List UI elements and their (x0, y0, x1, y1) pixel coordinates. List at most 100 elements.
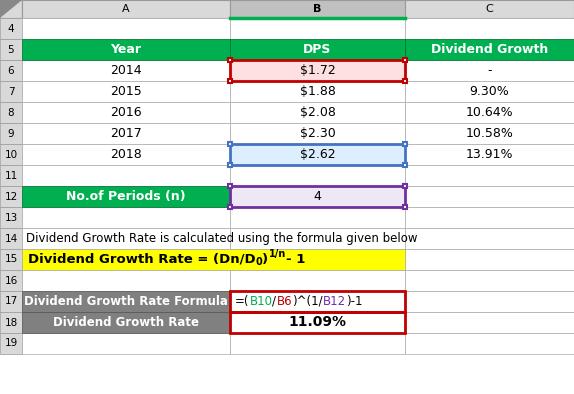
Bar (405, 18, 574, 39)
Text: 10.64%: 10.64% (466, 106, 513, 119)
Bar (228, 58, 232, 62)
Bar (230, 165, 405, 186)
Bar (22, 18, 230, 39)
Bar (230, 60, 405, 81)
Bar (22, 123, 230, 144)
Bar (403, 142, 407, 146)
Bar (403, 58, 407, 62)
Text: B12: B12 (323, 295, 346, 308)
Bar (22, 249, 230, 270)
Text: 9.30%: 9.30% (470, 85, 509, 98)
Text: 9: 9 (7, 128, 14, 139)
Bar (0, 0, 22, 18)
Bar (403, 205, 407, 209)
Bar (22, 165, 230, 186)
Text: 2016: 2016 (110, 106, 142, 119)
Bar (230, 60, 405, 81)
Bar (230, 39, 405, 60)
Bar (0, 18, 22, 39)
Bar (228, 163, 232, 167)
Bar (405, 312, 574, 333)
Bar (0, 249, 22, 270)
Bar (230, 249, 405, 270)
Text: 12: 12 (5, 191, 18, 201)
Bar (22, 207, 230, 228)
Bar (405, 186, 574, 207)
Text: 15: 15 (5, 255, 18, 264)
Bar (22, 186, 230, 207)
Bar (230, 123, 405, 144)
Text: Dividend Growth Rate is calculated using the formula given below: Dividend Growth Rate is calculated using… (26, 232, 417, 245)
Bar (228, 79, 232, 83)
Text: )^(1/: )^(1/ (292, 295, 323, 308)
Text: Dividend Growth Rate = (Dn/D: Dividend Growth Rate = (Dn/D (28, 253, 255, 266)
Text: 10: 10 (5, 149, 18, 160)
Bar (230, 312, 405, 333)
Text: 14: 14 (5, 234, 18, 243)
Text: $1.72: $1.72 (300, 64, 335, 77)
Bar (230, 39, 405, 60)
Bar (22, 270, 230, 291)
Bar (0, 60, 22, 81)
Bar (22, 312, 230, 333)
Text: 2017: 2017 (110, 127, 142, 140)
Text: 7: 7 (7, 87, 14, 97)
Bar (22, 312, 230, 333)
Bar (230, 312, 405, 333)
Bar (230, 123, 405, 144)
Bar (230, 228, 405, 249)
Bar (228, 142, 232, 146)
Text: - 1: - 1 (286, 253, 305, 266)
Bar (0, 165, 22, 186)
Bar (0, 123, 22, 144)
Text: $2.62: $2.62 (300, 148, 335, 161)
Text: 11.09%: 11.09% (289, 316, 347, 329)
Bar (0, 207, 22, 228)
Bar (405, 102, 574, 123)
Bar (22, 291, 230, 312)
Bar (405, 207, 574, 228)
Text: 5: 5 (7, 45, 14, 54)
Text: -: - (487, 64, 492, 77)
Text: B6: B6 (277, 295, 292, 308)
Bar (230, 102, 405, 123)
Bar (405, 165, 574, 186)
Bar (403, 79, 407, 83)
Bar (22, 186, 230, 207)
Text: $2.30: $2.30 (300, 127, 335, 140)
Bar (230, 81, 405, 102)
Text: /: / (273, 295, 277, 308)
Bar (22, 0, 230, 18)
Bar (405, 291, 574, 312)
Text: No.of Periods (n): No.of Periods (n) (66, 190, 186, 203)
Bar (405, 39, 574, 60)
Text: $1.88: $1.88 (300, 85, 335, 98)
Text: C: C (486, 4, 494, 14)
Text: 17: 17 (5, 297, 18, 307)
Text: Dividend Growth Rate Formula: Dividend Growth Rate Formula (24, 295, 228, 308)
Text: Year: Year (111, 43, 142, 56)
Bar (403, 184, 407, 188)
Bar (22, 249, 405, 270)
Bar (22, 291, 230, 312)
Bar (0, 39, 22, 60)
Text: =(: =( (235, 295, 250, 308)
Text: 2015: 2015 (110, 85, 142, 98)
Bar (405, 228, 574, 249)
Text: )-1: )-1 (346, 295, 362, 308)
Bar (230, 312, 405, 333)
Bar (22, 60, 230, 81)
Bar (405, 123, 574, 144)
Bar (405, 144, 574, 165)
Polygon shape (0, 0, 22, 18)
Text: 18: 18 (5, 318, 18, 327)
Text: 6: 6 (7, 65, 14, 76)
Bar (0, 102, 22, 123)
Bar (405, 81, 574, 102)
Bar (230, 102, 405, 123)
Bar (230, 144, 405, 165)
Text: 2018: 2018 (110, 148, 142, 161)
Text: ): ) (262, 253, 269, 266)
Text: DPS: DPS (303, 43, 332, 56)
Bar (0, 312, 22, 333)
